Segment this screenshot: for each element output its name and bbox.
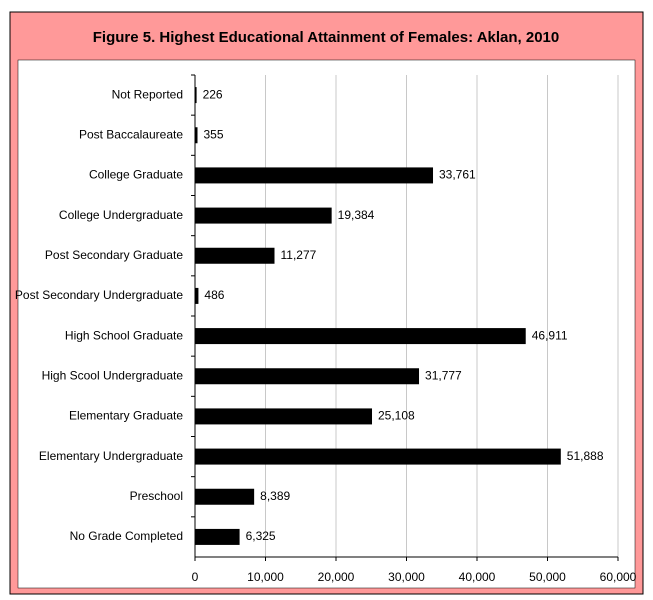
x-tick-label: 30,000: [388, 570, 425, 584]
y-tick-label: Post Secondary Graduate: [45, 248, 183, 262]
bar: [195, 448, 561, 465]
x-tick-label: 20,000: [318, 570, 355, 584]
value-label: 486: [204, 288, 224, 302]
y-tick-label: Post Secondary Undergraduate: [15, 288, 183, 302]
y-tick-label: High Scool Undergraduate: [42, 368, 184, 382]
y-tick-label: Post Baccalaureate: [79, 127, 183, 141]
chart-title: Figure 5. Highest Educational Attainment…: [93, 29, 560, 46]
x-tick-label: 60,000: [600, 570, 637, 584]
bar: [195, 247, 275, 264]
value-label: 51,888: [567, 449, 604, 463]
x-tick-label: 50,000: [529, 570, 566, 584]
y-tick-label: No Grade Completed: [70, 529, 183, 543]
y-tick-label: Elementary Undergraduate: [39, 449, 183, 463]
bar: [195, 287, 199, 304]
bar: [195, 528, 240, 545]
value-label: 8,389: [260, 489, 290, 503]
value-label: 31,777: [425, 368, 462, 382]
bar: [195, 167, 434, 184]
y-tick-label: High School Graduate: [65, 328, 183, 342]
value-label: 11,277: [281, 248, 317, 262]
value-label: 226: [203, 87, 223, 101]
bar: [195, 328, 526, 345]
y-tick-label: College Graduate: [89, 168, 183, 182]
x-tick-label: 0: [192, 570, 199, 584]
y-tick-label: Elementary Graduate: [69, 409, 183, 423]
x-tick-label: 40,000: [459, 570, 496, 584]
value-label: 46,911: [532, 328, 568, 342]
bar: [195, 207, 332, 224]
bar: [195, 368, 420, 385]
y-tick-label: College Undergraduate: [59, 208, 183, 222]
bar: [195, 87, 197, 104]
value-label: 6,325: [246, 529, 276, 543]
bar: [195, 408, 373, 425]
value-label: 25,108: [378, 409, 415, 423]
bar: [195, 127, 198, 144]
bar: [195, 488, 255, 505]
plot-panel: [17, 59, 636, 589]
value-label: 19,384: [338, 208, 375, 222]
y-tick-label: Preschool: [130, 489, 183, 503]
x-tick-label: 10,000: [247, 570, 284, 584]
value-label: 33,761: [439, 168, 476, 182]
y-tick-label: Not Reported: [112, 87, 183, 101]
value-label: 355: [204, 127, 224, 141]
